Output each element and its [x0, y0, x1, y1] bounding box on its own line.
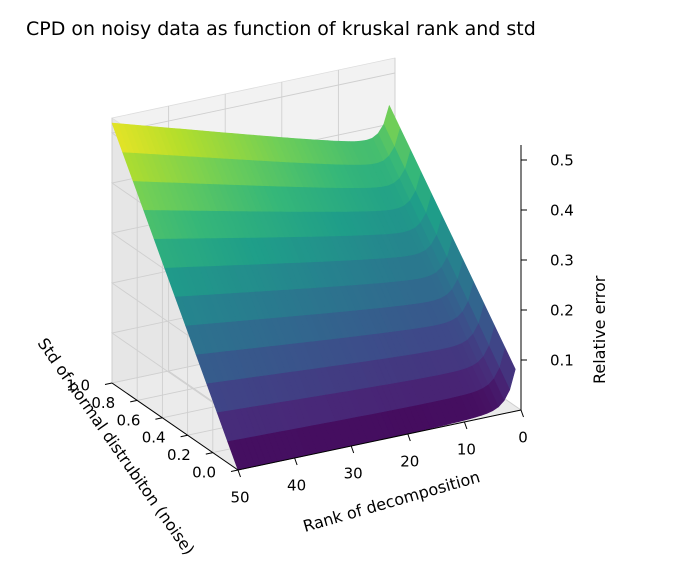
z-tick-label: 0.3	[550, 252, 574, 270]
x-tick-label: 10	[457, 441, 476, 459]
z-tick-label: 0.4	[550, 202, 574, 220]
x-tick	[520, 409, 524, 418]
y-tick	[104, 382, 113, 385]
y-tick-label: 0.4	[142, 429, 166, 447]
x-tick-label: 20	[400, 453, 419, 471]
y-tick-label: 0.0	[192, 464, 216, 482]
y-tick	[130, 399, 138, 403]
y-tick	[230, 469, 239, 472]
x-tick	[350, 445, 355, 454]
x-tick-label: 40	[287, 477, 306, 495]
z-axis-label: Relative error	[590, 275, 609, 384]
y-tick-label: 1.0	[66, 377, 90, 395]
axis-lines	[104, 145, 527, 478]
y-tick-label: 0.6	[117, 411, 141, 429]
z-tick-label: 0.1	[550, 352, 574, 370]
y-tick	[155, 417, 163, 420]
x-tick-label: 0	[518, 429, 528, 447]
y-tick	[205, 452, 213, 455]
surface-patch	[111, 122, 129, 153]
x-tick	[294, 457, 298, 466]
y-tick-label: 0.8	[91, 394, 115, 412]
tick-labels: 010203040500.00.20.40.60.81.00.10.20.30.…	[66, 152, 574, 507]
y-tick	[180, 434, 188, 438]
z-tick-label: 0.2	[550, 302, 574, 320]
x-tick	[407, 433, 411, 442]
chart-title: CPD on noisy data as function of kruskal…	[26, 18, 536, 40]
y-axis-line	[111, 382, 239, 471]
x-tick-label: 30	[344, 465, 363, 483]
x-tick	[237, 469, 241, 478]
x-tick-label: 50	[230, 489, 249, 507]
z-tick-label: 0.5	[550, 152, 574, 170]
y-tick-label: 0.2	[167, 446, 191, 464]
surface-mesh	[111, 105, 516, 471]
x-tick	[463, 421, 468, 430]
x-axis-label: Rank of decomposition	[301, 467, 482, 536]
x-axis-line	[237, 409, 522, 471]
